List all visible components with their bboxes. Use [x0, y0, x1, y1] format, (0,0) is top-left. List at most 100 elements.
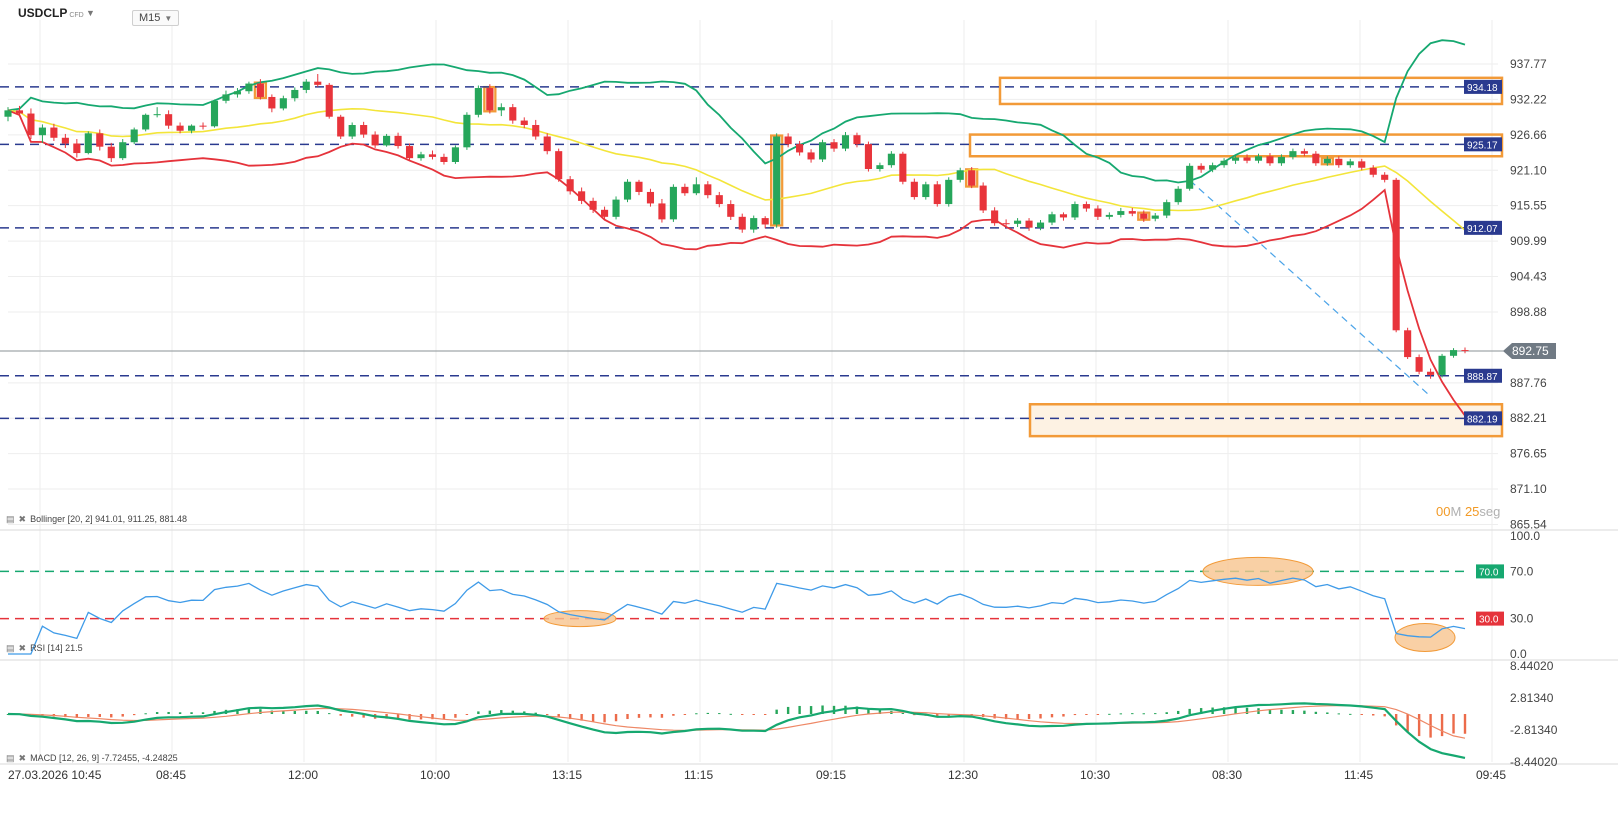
candle-body [38, 127, 46, 136]
close-icon[interactable]: ✖ [18, 753, 27, 763]
candle-body [681, 186, 689, 194]
candle-body [818, 142, 827, 160]
candle-body [922, 184, 930, 198]
macd-legend[interactable]: ▤ ✖ MACD [12, 26, 9] -7.72455, -4.24825 [6, 753, 178, 764]
macd-histogram-bar [832, 705, 836, 714]
candle-body [279, 98, 287, 109]
macd-histogram-bar [1199, 708, 1203, 714]
macd-histogram-bar [87, 714, 90, 717]
rsi-line [8, 577, 1466, 655]
macd-histogram-bar [350, 714, 354, 717]
candle-body [188, 125, 196, 131]
level-tag [1464, 411, 1502, 426]
candle-body [1277, 156, 1285, 164]
candle-body [933, 184, 941, 205]
macd-histogram-bar [121, 714, 124, 717]
macd-histogram-bar [362, 714, 365, 718]
settings-icon[interactable]: ▤ [6, 514, 15, 524]
macd-histogram-bar [729, 713, 732, 715]
bollinger-label: Bollinger [20, 2] 941.01, 911.25, 881.48 [30, 514, 188, 524]
candle-body [1140, 213, 1148, 219]
bollinger-middle-band [7, 107, 1466, 231]
macd-histogram-bar [110, 714, 113, 718]
rsi-highlight-oval [543, 610, 617, 628]
macd-histogram-bar [1337, 713, 1341, 715]
candle-body [1300, 151, 1308, 154]
current-price-tag [1503, 343, 1556, 360]
macd-histogram-bar [1131, 713, 1134, 715]
candle-body [360, 125, 368, 135]
macd-histogram-bar [614, 714, 618, 722]
candle-body [841, 135, 850, 149]
candle-body [1415, 357, 1423, 372]
macd-histogram-bar [500, 710, 503, 714]
macd-histogram-bar [1073, 714, 1077, 716]
price-tick-label: 904.43 [1510, 270, 1547, 284]
candle-body [578, 191, 586, 201]
candle-body [1105, 214, 1113, 217]
macd-histogram-bar [1119, 713, 1123, 715]
macd-histogram-bar [901, 712, 905, 714]
candle-body [910, 181, 918, 198]
current-price-label: 892.75 [1512, 344, 1549, 358]
macd-histogram-bar [649, 714, 652, 718]
macd-histogram-bar [523, 711, 526, 714]
candle-body [1220, 160, 1228, 166]
candle-body [807, 152, 815, 160]
candle-body [291, 89, 299, 99]
candle-body [474, 88, 482, 115]
rsi-legend[interactable]: ▤ ✖ RSI [14] 21.5 [6, 643, 83, 654]
candle-body [50, 127, 58, 138]
candle-body [853, 135, 861, 145]
candle-body [968, 170, 976, 186]
macd-histogram-bar [511, 710, 514, 714]
macd-histogram-bar [878, 710, 882, 714]
macd-histogram-bar [786, 706, 790, 714]
horizontal-levels[interactable] [0, 86, 1505, 420]
candle-body [451, 147, 459, 162]
macd-histogram-bar [936, 714, 939, 718]
macd-histogram-bar [1108, 713, 1111, 715]
close-icon[interactable]: ✖ [18, 514, 27, 524]
bollinger-legend[interactable]: ▤ ✖ Bollinger [20, 2] 941.01, 911.25, 881.… [6, 514, 187, 525]
candle-body [532, 125, 540, 137]
candle-body [440, 156, 448, 162]
macd-histogram-bar [1452, 714, 1455, 734]
candle-body [623, 181, 632, 200]
candle-body [348, 125, 356, 137]
candle-body [635, 181, 643, 192]
macd-histogram-bar [568, 714, 572, 720]
candle-body [601, 209, 609, 217]
settings-icon[interactable]: ▤ [6, 753, 15, 763]
candle-body [73, 143, 81, 154]
chevron-down-icon[interactable]: ▼ [86, 8, 95, 18]
macd-histogram-bar [993, 714, 996, 719]
candle-body [1323, 158, 1331, 164]
macd-histogram-bar [1222, 707, 1226, 714]
candle-body [302, 81, 310, 90]
macd-histogram-bar [98, 714, 101, 717]
timeframe-selector[interactable]: M15 ▼ [132, 10, 180, 26]
symbol-selector[interactable]: USDCLP CFD [18, 6, 84, 20]
candle-body [1438, 355, 1446, 375]
rsi-label: RSI [14] 21.5 [30, 643, 83, 653]
close-icon[interactable]: ✖ [18, 643, 27, 653]
macd-histogram-bar [591, 714, 595, 722]
rsi-level-tag [1476, 564, 1504, 579]
rsi-tick-label: 70.0 [1510, 564, 1534, 578]
candle-body [1266, 156, 1274, 164]
settings-icon[interactable]: ▤ [6, 643, 15, 653]
macd-histogram-bar [442, 714, 446, 720]
candle-body [1128, 211, 1136, 214]
macd-tick-label: 2.81340 [1510, 691, 1554, 705]
time-tick-label: 11:15 [684, 768, 713, 782]
macd-histogram-bar [1165, 712, 1168, 714]
macd-histogram-bar [201, 712, 205, 714]
level-tag [1464, 220, 1502, 235]
macd-label: MACD [12, 26, 9] -7.72455, -4.24825 [30, 753, 178, 763]
price-tick-label: 926.66 [1510, 128, 1547, 142]
price-tick-label: 937.77 [1510, 57, 1547, 71]
trend-line[interactable] [1189, 180, 1429, 395]
macd-histogram-bar [213, 710, 216, 714]
